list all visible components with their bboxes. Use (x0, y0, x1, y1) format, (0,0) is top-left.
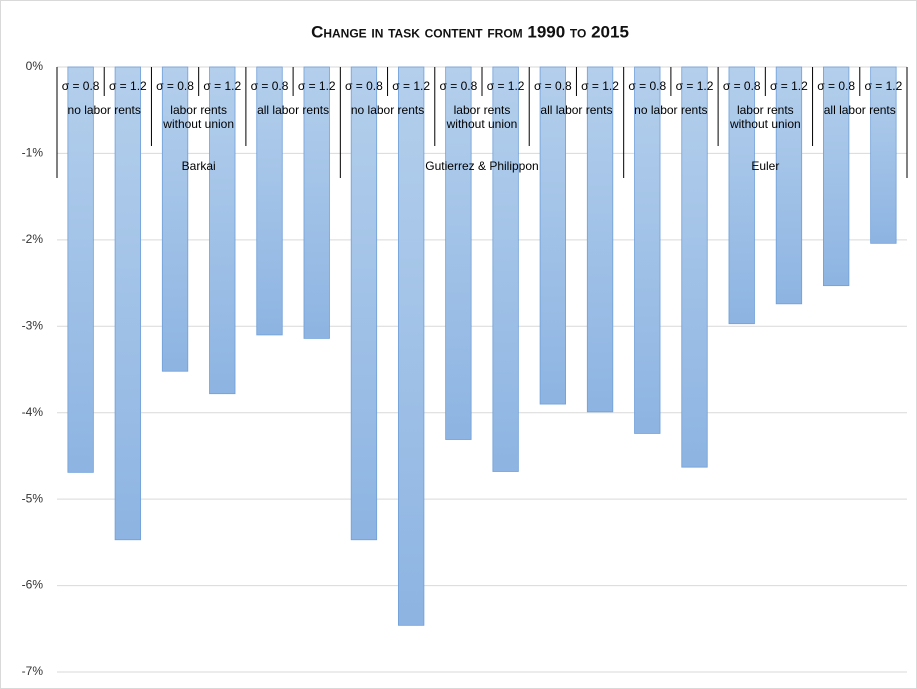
y-tick-label: -4% (22, 405, 44, 419)
group-label: no labor rents (350, 103, 425, 117)
y-tick-label: -5% (22, 491, 44, 505)
group-label: labor rents without union (163, 103, 235, 131)
category-label: σ = 0.8 (62, 79, 100, 93)
supergroup-label: Euler (751, 159, 779, 173)
y-tick-label: 0% (26, 59, 44, 73)
group-label: no labor rents (67, 103, 141, 117)
category-label: σ = 1.2 (203, 79, 241, 93)
group-label: labor rents without union (729, 103, 801, 131)
category-label: σ = 1.2 (770, 79, 808, 93)
group-label: all labor rents (257, 103, 330, 117)
supergroup-label: Gutierrez & Philippon (425, 159, 538, 173)
group-label-box: no labor rents (67, 103, 141, 117)
bar (870, 66, 897, 244)
bar (492, 66, 519, 472)
bar (209, 66, 236, 395)
bar (775, 66, 803, 305)
group-label-box: labor rents without union (163, 103, 235, 131)
group-label: no labor rents (634, 103, 708, 117)
y-tick-label: -3% (22, 318, 44, 332)
category-label: σ = 1.2 (487, 79, 525, 93)
group-label-box: no labor rents (350, 103, 425, 117)
category-label: σ = 0.8 (345, 79, 383, 93)
category-label: σ = 0.8 (534, 79, 572, 93)
group-label-box: all labor rents (540, 103, 613, 117)
bar (398, 66, 425, 626)
category-label: σ = 1.2 (865, 79, 903, 93)
bar (823, 66, 850, 287)
y-tick-label: -1% (22, 146, 44, 160)
category-label: σ = 0.8 (817, 79, 855, 93)
bar (681, 66, 708, 468)
bar (445, 66, 472, 440)
group-label: all labor rents (540, 103, 613, 117)
supergroup-label: Barkai (182, 159, 216, 173)
category-label: σ = 1.2 (581, 79, 619, 93)
bar (539, 66, 566, 405)
group-label-box: all labor rents (257, 103, 330, 117)
category-label: σ = 0.8 (628, 79, 666, 93)
group-label-box: no labor rents (634, 103, 708, 117)
bar (67, 66, 94, 473)
category-label: σ = 1.2 (109, 79, 147, 93)
category-label: σ = 0.8 (440, 79, 478, 93)
y-tick-label: -6% (22, 578, 44, 592)
group-label-box: labor rents without union (446, 103, 518, 131)
bar (161, 66, 189, 372)
bar (728, 66, 755, 325)
bar (350, 66, 378, 541)
group-label-box: labor rents without union (729, 103, 801, 131)
bar (303, 66, 330, 339)
chart-title: Change in task content from 1990 to 2015 (311, 22, 629, 41)
category-label: σ = 1.2 (392, 79, 430, 93)
category-label: σ = 0.8 (156, 79, 194, 93)
bar (114, 66, 141, 541)
bar (634, 66, 661, 434)
group-label-box: all labor rents (823, 103, 896, 117)
group-label: all labor rents (823, 103, 896, 117)
bar (586, 66, 614, 413)
category-label: σ = 0.8 (723, 79, 761, 93)
group-label: labor rents without union (446, 103, 518, 131)
y-tick-label: -2% (22, 232, 44, 246)
category-label: σ = 1.2 (298, 79, 336, 93)
y-tick-label: -7% (22, 664, 44, 678)
category-label: σ = 1.2 (676, 79, 714, 93)
category-label: σ = 0.8 (251, 79, 289, 93)
bar (256, 66, 283, 336)
